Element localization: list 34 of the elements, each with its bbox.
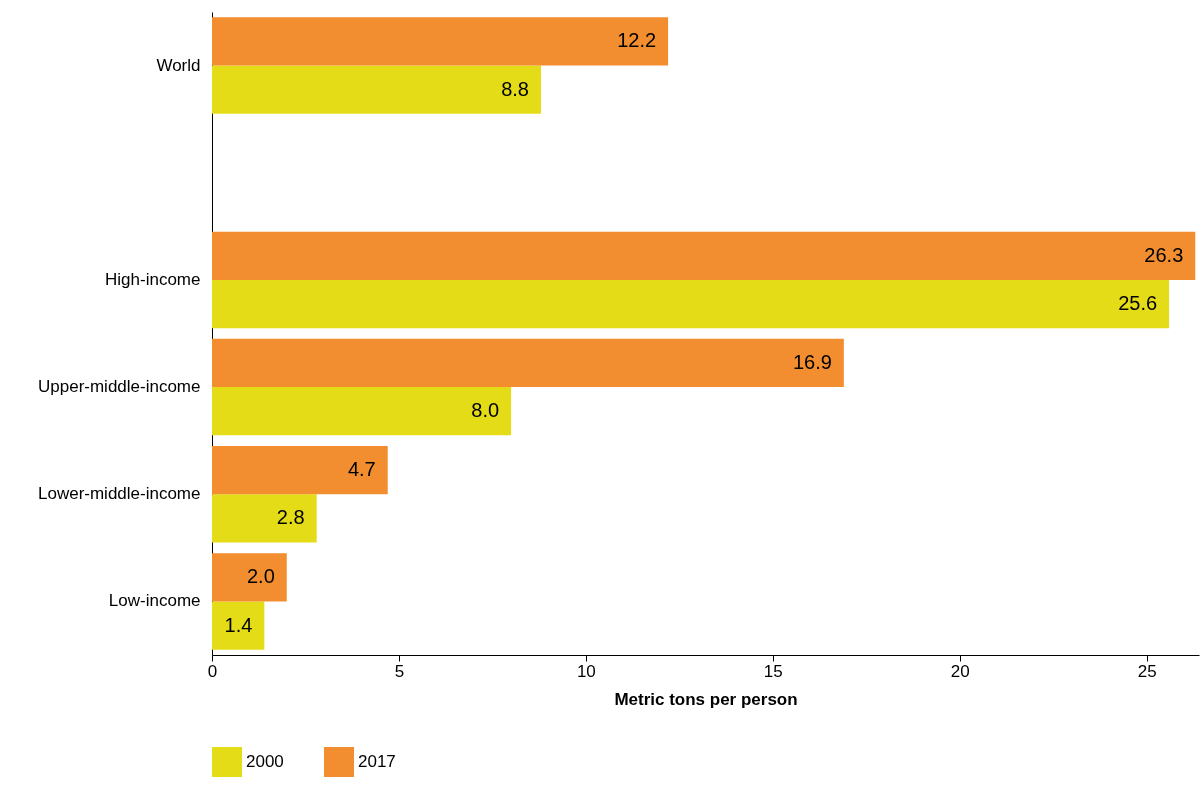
bar (212, 338, 844, 388)
bar (212, 494, 317, 543)
bar (212, 387, 512, 436)
data-label: 4.7 (347, 458, 376, 481)
y-tick-label: Lower-middle-income (37, 484, 201, 504)
x-tick-label: 5 (394, 661, 405, 681)
legend-label: 2017 (358, 752, 396, 771)
data-label: 1.4 (224, 613, 253, 636)
data-label: 26.3 (1144, 243, 1184, 266)
bar (212, 17, 669, 66)
bar (212, 231, 1196, 280)
x-tick-label: 0 (207, 661, 218, 681)
y-tick-label: Upper-middle-income (37, 377, 201, 397)
x-tick-label: 15 (763, 661, 783, 681)
bar (212, 65, 541, 114)
data-label: 2.0 (246, 565, 275, 588)
x-tick-label: 10 (576, 661, 596, 681)
data-label: 25.6 (1118, 292, 1158, 315)
data-label: 2.8 (276, 506, 305, 529)
y-tick-label: High-income (105, 269, 201, 289)
y-tick-label: World (156, 55, 201, 75)
data-label: 8.0 (471, 399, 500, 422)
x-tick-label: 25 (1137, 661, 1157, 681)
y-tick-label: Low-income (108, 591, 201, 611)
data-label: 16.9 (792, 350, 832, 373)
data-label: 12.2 (617, 29, 657, 52)
x-tick-label: 20 (950, 661, 970, 681)
bar (212, 601, 265, 650)
bar (212, 553, 287, 602)
legend-label: 2000 (246, 752, 284, 771)
bar (212, 279, 1170, 329)
bar (212, 446, 388, 495)
x-axis-title: Metric tons per person (614, 689, 798, 709)
data-label: 8.8 (501, 77, 529, 100)
